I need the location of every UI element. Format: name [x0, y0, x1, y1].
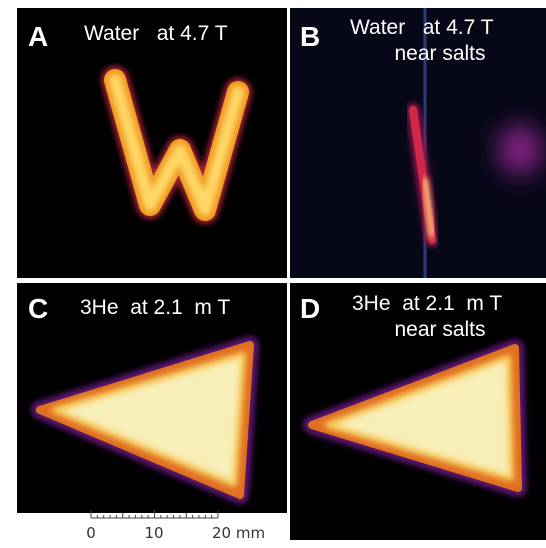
panel-caption: 3He at 2.1 m T	[352, 292, 502, 315]
panel-caption: near salts	[394, 42, 485, 65]
panel-b: B Water at 4.7 T near salts	[290, 8, 546, 278]
panel-c: C 3He at 2.1 m T	[17, 283, 287, 513]
panel-letter: C	[28, 293, 48, 324]
panel-a: A Water at 4.7 T	[17, 8, 287, 278]
scale-label: 20 mm	[212, 524, 265, 542]
panel-letter: A	[28, 21, 48, 52]
panel-caption: near salts	[394, 318, 485, 341]
panel-caption: Water at 4.7 T	[350, 16, 494, 39]
scale-label: 10	[144, 524, 163, 542]
panel-letter: B	[300, 21, 320, 52]
panel-caption: Water at 4.7 T	[84, 22, 228, 45]
panel-caption: 3He at 2.1 m T	[80, 296, 230, 319]
scale-label: 0	[86, 524, 96, 542]
figure: A Water at 4.7 T B Water at 4.7 T near s…	[0, 0, 546, 548]
panel-letter: D	[300, 293, 320, 324]
panel-d: D 3He at 2.1 m T near salts	[290, 283, 546, 540]
